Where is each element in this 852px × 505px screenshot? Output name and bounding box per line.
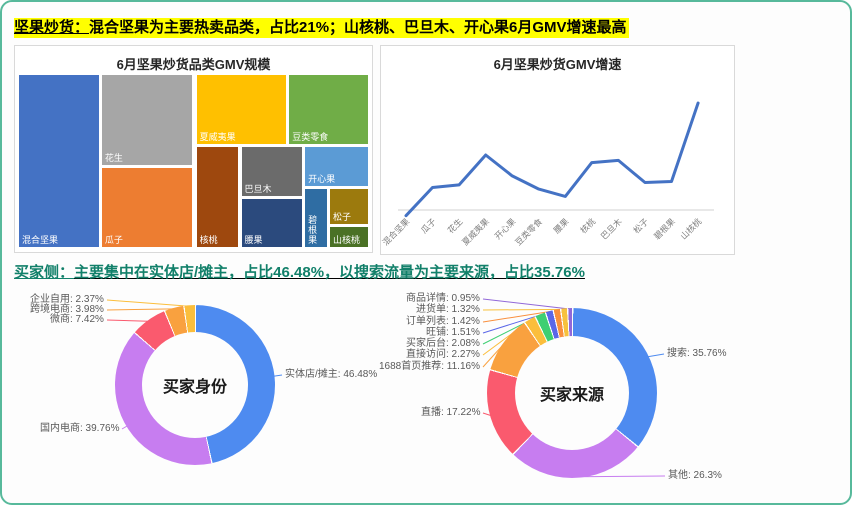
gmv-growth-series-line — [404, 101, 700, 218]
donut-hole — [142, 332, 248, 438]
donut-slice-label: 1688首页推荐: 11.16% — [379, 361, 480, 372]
line-chart-title: 6月坚果炒货GMV增速 — [493, 57, 622, 72]
treemap-tile-label: 夏威夷果 — [199, 132, 236, 143]
donut-connector — [482, 298, 570, 310]
treemap-tile-label: 巴旦木 — [244, 183, 272, 194]
top-charts-row: 6月坚果炒货品类GMV规模 混合坚果 花生 瓜子 夏威夷果 豆类零食 核桃 巴旦木 腰果 开心果… — [14, 45, 850, 255]
donut-slice-label: 旺铺: 1.51% — [426, 327, 480, 338]
donut-slice-label: 其他: 26.3% — [668, 470, 722, 481]
treemap-tile-label: 松子 — [332, 211, 351, 222]
treemap-tile[interactable]: 山核桃 — [328, 225, 369, 248]
x-axis-label: 开心果 — [493, 216, 518, 241]
donut-slice-label: 订单列表: 1.42% — [406, 316, 480, 327]
donut-slice-label: 直播: 17.22% — [421, 407, 481, 418]
donut-slice-label: 进货单: 1.32% — [416, 304, 480, 315]
x-axis-label: 山核桃 — [678, 216, 703, 241]
treemap-tile-label: 腰果 — [244, 234, 263, 245]
x-axis-label: 松子 — [631, 216, 650, 235]
donut-slice-label: 买家后台: 2.08% — [406, 338, 480, 349]
treemap-tile[interactable]: 豆类零食 — [288, 74, 369, 146]
headline-nuts-prefix: 坚果炒货： — [14, 19, 90, 36]
donut-slice-label: 微商: 7.42% — [50, 314, 104, 325]
treemap-tile[interactable]: 巴旦木 — [240, 146, 304, 197]
x-axis-label: 碧根果 — [652, 216, 677, 241]
donut-center-title: 买家来源 — [539, 387, 605, 404]
line-chart-panel: 6月坚果炒货GMV增速 混合坚果 瓜子 花生 夏威夷果 开心果 豆类零食 腰果 核桃 巴旦木 松子… — [380, 45, 735, 255]
headline-nuts-text: 混合坚果为主要热卖品类，占比21%；山核桃、巴旦木、开心果6月GMV增速最高 — [89, 19, 627, 36]
treemap-tile[interactable]: 碧根果 — [304, 187, 328, 248]
donut-connector — [106, 319, 149, 322]
headline-buyers: 买家侧：主要集中在实体店/摊主，占比46.48%，以搜索流量为主要来源，占比35… — [14, 263, 850, 283]
donut-slice-label: 跨境电商: 3.98% — [30, 304, 104, 315]
donut-connector — [106, 308, 174, 311]
treemap-tile[interactable]: 腰果 — [240, 197, 304, 248]
donut-connector — [273, 374, 283, 377]
category-gmv-treemap[interactable]: 混合坚果 花生瓜子 夏威夷果 豆类零食核桃 巴旦木腰果 开心果碧根果 松子山核桃 — [18, 74, 369, 248]
treemap-tile-label: 山核桃 — [332, 234, 360, 245]
headline-buyers-text: 主要集中在实体店/摊主，占比46.48%，以搜索流量为主要来源，占比35.76% — [74, 264, 585, 281]
donut-connector — [577, 475, 666, 478]
buyer-identity-donut[interactable]: 买家身份 实体店/摊主: 46.48% 国内电商: 39.76% 微商: 7.42% 跨… — [16, 289, 382, 503]
x-axis-label: 核桃 — [578, 216, 597, 235]
x-axis-label: 混合坚果 — [381, 216, 412, 247]
donut-charts-row: 买家身份 实体店/摊主: 46.48% 国内电商: 39.76% 微商: 7.42% 跨… — [14, 289, 850, 503]
treemap-title: 6月坚果炒货品类GMV规模 — [116, 57, 271, 72]
treemap-tile-label: 开心果 — [308, 173, 336, 184]
treemap-tile[interactable]: 松子 — [328, 187, 369, 225]
headline-buyers-prefix: 买家侧： — [14, 264, 75, 281]
donut-connector — [647, 353, 665, 358]
donut-slice-label: 国内电商: 39.76% — [40, 423, 120, 434]
headline-nuts-category: 坚果炒货：混合坚果为主要热卖品类，占比21%；山核桃、巴旦木、开心果6月GMV增… — [14, 18, 850, 38]
treemap-tile-label: 碧根果 — [308, 214, 318, 245]
treemap-tile-label: 混合坚果 — [22, 235, 59, 245]
x-axis-label: 豆类零食 — [513, 216, 544, 247]
treemap-tile-label: 豆类零食 — [292, 132, 329, 143]
donut-hole — [515, 336, 629, 450]
x-axis-label: 夏威夷果 — [460, 216, 491, 247]
x-axis-label: 巴旦木 — [599, 216, 624, 241]
treemap-panel: 6月坚果炒货品类GMV规模 混合坚果 花生瓜子 夏威夷果 豆类零食核桃 巴旦木腰果 开心果… — [14, 45, 373, 253]
donut-connector — [106, 299, 190, 307]
treemap-tile[interactable]: 瓜子 — [100, 166, 194, 248]
donut-slice-label: 商品详情: 0.95% — [406, 293, 480, 304]
treemap-tile-label: 瓜子 — [104, 234, 123, 245]
donut-slice-label: 实体店/摊主: 46.48% — [285, 369, 378, 380]
donut-center-title: 买家身份 — [162, 379, 228, 396]
donut-slice-label: 搜索: 35.76% — [667, 348, 727, 359]
treemap-tile[interactable]: 开心果 — [304, 146, 369, 187]
donut-slice-label: 企业自用: 2.37% — [30, 294, 104, 305]
buyer-source-donut[interactable]: 买家来源 搜索: 35.76% 其他: 26.3% 直播: 17.22% 1688首页推… — [379, 289, 850, 503]
x-axis-label: 花生 — [445, 216, 464, 235]
treemap-tile[interactable]: 夏威夷果 — [195, 74, 287, 146]
donut-slice-label: 直接访问: 2.27% — [406, 349, 480, 360]
x-axis-label: 腰果 — [552, 216, 571, 235]
treemap-tile[interactable]: 花生 — [100, 74, 194, 166]
treemap-tile-label: 花生 — [104, 152, 123, 163]
treemap-tile[interactable]: 核桃 — [195, 146, 240, 248]
treemap-tile[interactable]: 混合坚果 — [18, 74, 100, 248]
x-axis-label: 瓜子 — [419, 216, 438, 235]
treemap-tile-label: 核桃 — [199, 234, 218, 245]
